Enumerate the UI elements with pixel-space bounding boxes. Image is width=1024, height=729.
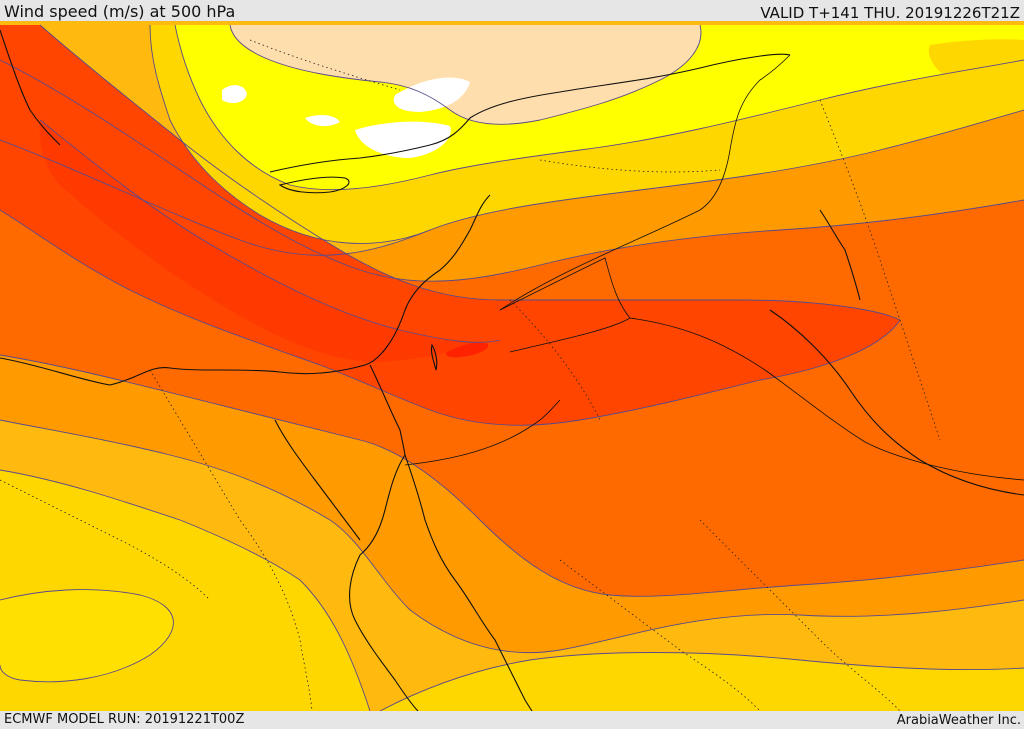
coast-aegean bbox=[0, 29, 61, 146]
coast-red-sea-west bbox=[349, 454, 419, 711]
contour-6 bbox=[0, 109, 1024, 256]
map-title: Wind speed (m/s) at 500 hPa bbox=[4, 2, 236, 21]
border-saudi-jordan bbox=[509, 317, 1024, 481]
header-bar: Wind speed (m/s) at 500 hPa VALID T+141 … bbox=[0, 0, 1024, 22]
coast-north-africa bbox=[0, 194, 491, 386]
border-syria-iraq bbox=[499, 54, 791, 311]
border-iraq-jordan bbox=[499, 257, 631, 319]
contour-2 bbox=[0, 354, 1024, 597]
band-gold-northeast bbox=[928, 39, 1024, 93]
band-core bbox=[39, 120, 500, 362]
contour-9 bbox=[229, 24, 702, 125]
band-red-orange bbox=[0, 25, 900, 426]
border-8 bbox=[539, 159, 721, 173]
border-egypt-saudi bbox=[404, 399, 561, 466]
band-calm-4 bbox=[305, 114, 340, 127]
contour-12 bbox=[0, 589, 174, 683]
coast-gulf bbox=[769, 309, 1024, 496]
model-run-label: ECMWF MODEL RUN: 20191221T00Z bbox=[4, 712, 245, 727]
map-canvas bbox=[0, 21, 1024, 711]
coast-turkey bbox=[269, 53, 791, 173]
contour-1 bbox=[0, 419, 1024, 654]
coast-cyprus bbox=[278, 176, 350, 194]
footer-bar: ECMWF MODEL RUN: 20191221T00Z ArabiaWeat… bbox=[0, 711, 1024, 729]
coast-dead-sea bbox=[430, 343, 438, 371]
coast-caspian bbox=[819, 209, 861, 301]
border-7 bbox=[249, 39, 401, 91]
band-calm-1 bbox=[393, 77, 470, 112]
contour-10 bbox=[379, 652, 1024, 711]
coast-gulf-of-suez bbox=[274, 419, 361, 541]
border-6 bbox=[819, 99, 941, 441]
contour-5 bbox=[0, 59, 1024, 282]
border-5 bbox=[509, 299, 601, 421]
contour-7 bbox=[149, 24, 431, 244]
core-blob bbox=[446, 342, 489, 358]
border-4 bbox=[699, 519, 901, 711]
contour-4 bbox=[39, 24, 901, 321]
band-light-north bbox=[230, 25, 701, 125]
wind-speed-map bbox=[0, 21, 1024, 711]
band-yellow-southwest bbox=[0, 589, 174, 682]
coast-red-sea-east bbox=[404, 454, 533, 711]
band-calm-3 bbox=[222, 85, 247, 104]
band-gold-southeast bbox=[380, 652, 1024, 711]
coast-sinai bbox=[369, 364, 406, 456]
contour-3 bbox=[0, 209, 901, 426]
band-calm-2 bbox=[355, 121, 451, 158]
contour-13 bbox=[39, 119, 501, 343]
valid-time: VALID T+141 THU. 20191226T21Z bbox=[760, 4, 1020, 22]
credit-label: ArabiaWeather Inc. bbox=[896, 713, 1021, 728]
border-1 bbox=[149, 369, 313, 711]
contour-11 bbox=[0, 469, 371, 711]
border-3 bbox=[559, 559, 761, 711]
contour-8 bbox=[174, 24, 1024, 191]
